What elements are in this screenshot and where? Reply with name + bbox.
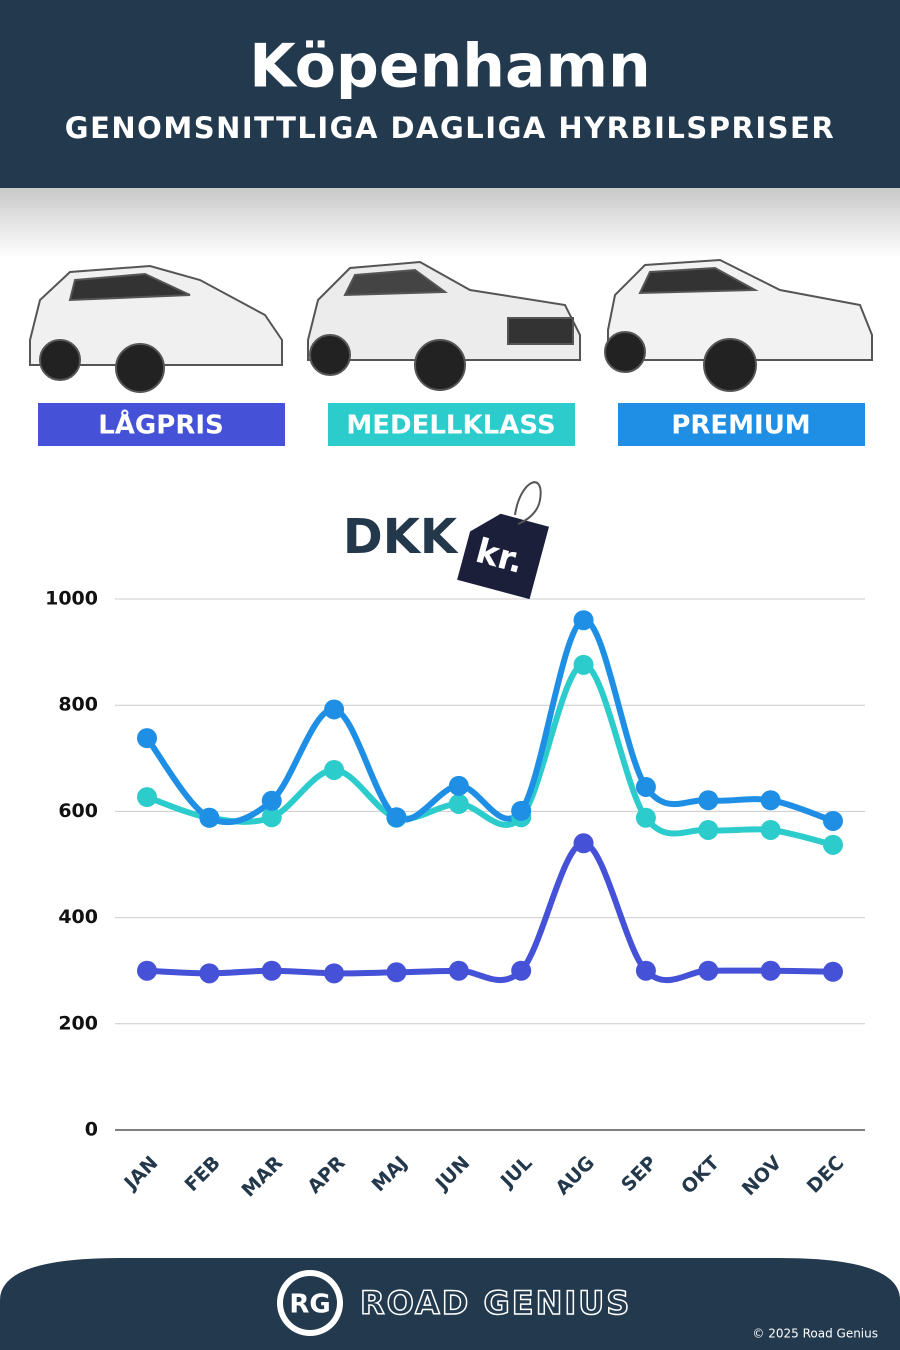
logo-circle (283, 1276, 337, 1330)
data-point (635, 776, 656, 797)
data-point (573, 654, 594, 675)
data-point (448, 960, 469, 981)
x-tick-label: MAJ (368, 1152, 412, 1196)
legend-swatch (38, 403, 285, 446)
data-point (386, 962, 407, 983)
tag-shape (457, 513, 549, 600)
data-point (635, 807, 656, 828)
data-point (324, 963, 345, 984)
x-tick-label: JAN (119, 1152, 163, 1196)
unit-label: DKK (343, 509, 459, 565)
x-tick-label: APR (303, 1152, 349, 1198)
data-point (261, 790, 282, 811)
legend-swatch (618, 403, 865, 446)
data-point (573, 833, 594, 854)
data-point (698, 960, 719, 981)
y-tick-label: 600 (58, 800, 98, 822)
chart-subtitle: GENOMSNITTLIGA DAGLIGA HYRBILSPRISER (65, 111, 835, 145)
x-tick-label: AUG (551, 1152, 598, 1199)
x-tick-label: OKT (677, 1152, 724, 1199)
data-point (823, 961, 843, 982)
data-point (324, 759, 345, 780)
series-line (144, 617, 836, 826)
data-point (448, 775, 469, 796)
data-point (261, 807, 282, 828)
logo-text: RG (289, 1290, 330, 1320)
chart-title: Köpenhamn (249, 32, 650, 102)
data-point (760, 790, 781, 811)
x-tick-label: DEC (803, 1152, 849, 1198)
data-point (199, 963, 220, 984)
y-tick-label: 1000 (45, 588, 98, 610)
header-band (0, 0, 900, 188)
price-tag: kr. (457, 513, 549, 600)
data-point (823, 810, 843, 831)
y-tick-label: 200 (58, 1012, 98, 1034)
y-tick-label: 0 (85, 1119, 98, 1141)
legend-swatch (328, 403, 575, 446)
car-economy (29, 264, 283, 393)
data-point (448, 793, 469, 814)
x-tick-label: MAR (237, 1152, 287, 1202)
data-point (760, 960, 781, 981)
tag-string (514, 481, 542, 525)
series-line (144, 840, 836, 984)
brand-name: ROAD GENIUS (360, 1284, 631, 1322)
data-point (199, 807, 220, 828)
data-point (698, 790, 719, 811)
y-tick-label: 800 (58, 694, 98, 716)
x-tick-label: FEB (181, 1152, 225, 1196)
legend-label: LÅGPRIS (98, 409, 224, 441)
car-premium (604, 258, 873, 392)
data-point (573, 610, 594, 631)
car-midsize (307, 260, 581, 391)
x-tick-label: JUL (495, 1152, 536, 1193)
data-point (324, 699, 345, 720)
copyright: © 2025 Road Genius (752, 1327, 878, 1341)
data-point (823, 834, 843, 855)
data-point (760, 819, 781, 840)
footer-band (0, 1258, 900, 1350)
x-tick-label: NOV (738, 1152, 786, 1200)
data-point (698, 819, 719, 840)
x-tick-label: JUN (430, 1152, 474, 1196)
data-point (261, 960, 282, 981)
y-tick-label: 400 (58, 906, 98, 928)
header-shadow (0, 188, 900, 258)
data-point (511, 960, 532, 981)
data-point (137, 728, 157, 749)
data-point (137, 787, 157, 808)
data-point (386, 807, 407, 828)
data-point (635, 960, 656, 981)
legend-label: PREMIUM (671, 411, 810, 441)
data-point (511, 800, 532, 821)
x-tick-label: SEP (617, 1152, 661, 1196)
legend-label: MEDELLKLASS (346, 411, 555, 441)
data-point (137, 960, 157, 981)
